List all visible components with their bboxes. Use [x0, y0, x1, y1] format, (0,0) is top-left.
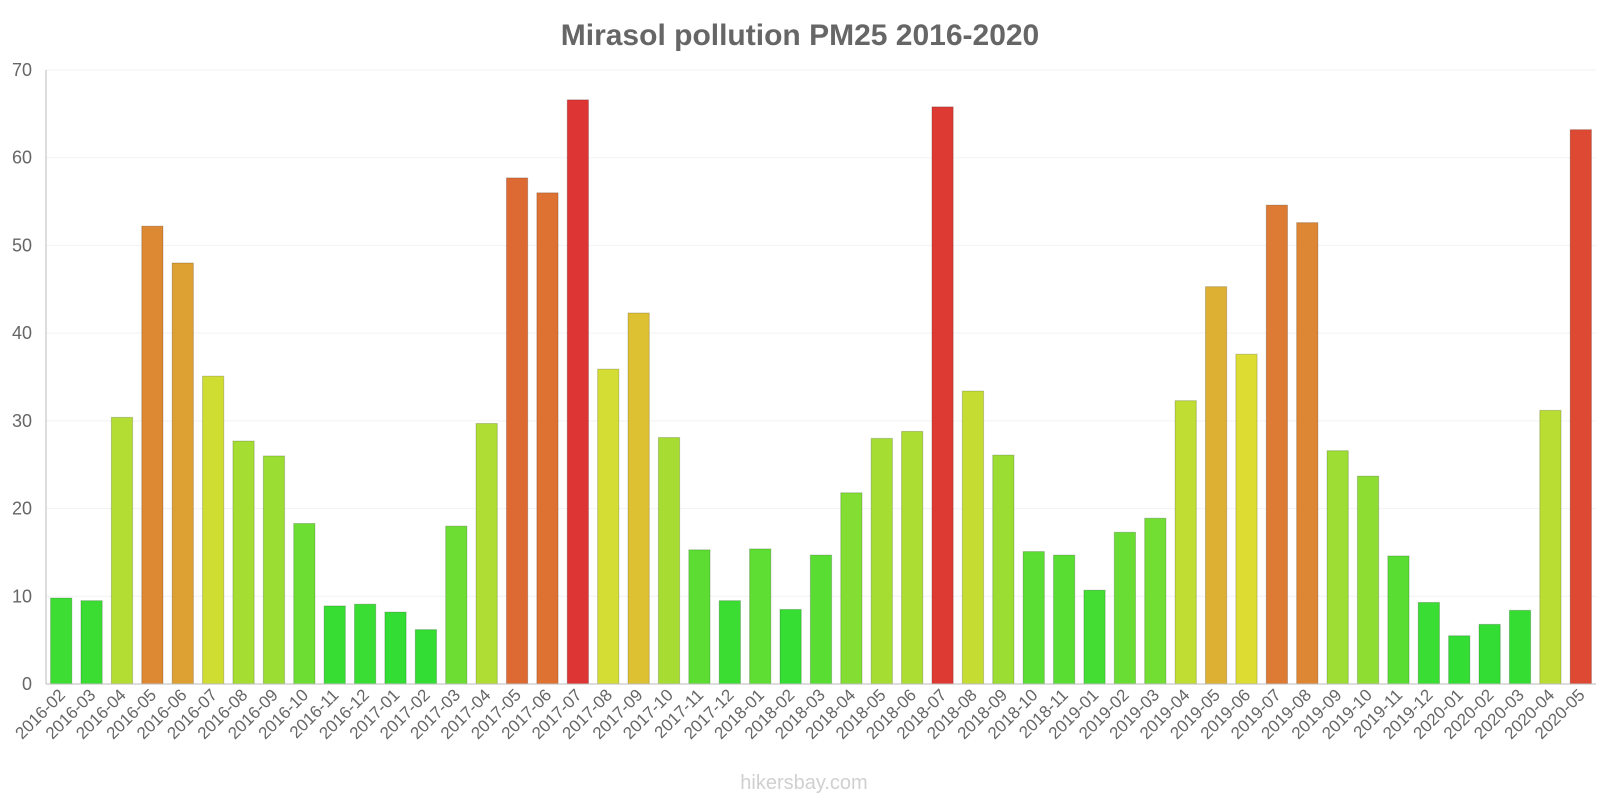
bar-2016-04: [110, 416, 134, 685]
bar-2017-07: [566, 99, 589, 685]
bar-2019-02: [1113, 531, 1137, 685]
bar-2019-08: [1296, 222, 1319, 685]
bar-2019-03: [1144, 517, 1167, 685]
bars: [50, 99, 1592, 685]
bar-2020-04: [1539, 409, 1562, 685]
bar-2018-07: [931, 106, 954, 685]
bar-2017-02: [414, 629, 438, 685]
bar-2016-08: [232, 440, 255, 685]
bar-2017-09: [627, 312, 650, 685]
y-tick-label: 10: [12, 586, 32, 606]
bar-2020-01: [1448, 635, 1471, 685]
bar-2018-01: [749, 548, 772, 685]
bar-2017-12: [718, 600, 741, 685]
bar-2016-02: [50, 597, 73, 685]
bar-2018-11: [1053, 554, 1076, 685]
bar-2020-02: [1478, 623, 1501, 685]
bar-2017-03: [445, 525, 468, 685]
bar-2017-10: [657, 437, 681, 685]
bar-2018-08: [961, 390, 985, 685]
bar-2020-03: [1508, 609, 1532, 685]
bar-2017-05: [505, 177, 529, 685]
y-tick-label: 30: [12, 411, 32, 431]
bar-2017-08: [597, 368, 620, 685]
y-tick-label: 0: [22, 674, 32, 694]
bar-2018-10: [1022, 551, 1045, 685]
bar-2017-01: [384, 611, 407, 685]
bar-2019-07: [1265, 204, 1289, 685]
bar-2016-05: [141, 225, 164, 685]
bar-2016-11: [323, 605, 346, 685]
y-axis-ticks: 0 10 20 30 40 50 60 70: [12, 60, 32, 694]
bar-2018-05: [870, 437, 893, 685]
bar-2019-04: [1174, 400, 1197, 685]
bar-2019-01: [1083, 589, 1106, 685]
bar-2016-12: [353, 603, 377, 685]
bar-2016-09: [262, 455, 286, 685]
bar-2019-10: [1356, 475, 1380, 685]
bar-2018-09: [992, 454, 1015, 685]
bar-2017-11: [688, 549, 711, 685]
bar-2019-05: [1204, 286, 1228, 685]
bar-2017-04: [475, 422, 498, 685]
bar-2020-05: [1569, 129, 1592, 685]
chart-title: Mirasol pollution PM25 2016-2020: [561, 19, 1040, 52]
y-tick-label: 40: [12, 323, 32, 343]
y-tick-label: 50: [12, 235, 32, 255]
bar-2016-10: [293, 522, 316, 685]
y-tick-label: 20: [12, 499, 32, 519]
bar-2016-06: [171, 262, 194, 685]
watermark: hikersbay.com: [740, 772, 867, 794]
bar-2016-07: [202, 375, 225, 685]
gridlines: [46, 69, 1596, 597]
bar-2019-06: [1235, 353, 1258, 685]
bar-2019-09: [1326, 450, 1349, 685]
y-tick-label: 60: [12, 148, 32, 168]
y-tick-label: 70: [12, 60, 32, 80]
bar-2018-04: [840, 492, 863, 685]
bar-2018-06: [901, 430, 924, 685]
bar-2018-03: [809, 554, 833, 685]
bar-2016-03: [80, 600, 103, 685]
bar-2019-12: [1417, 601, 1440, 685]
bar-2017-06: [536, 192, 559, 685]
x-axis-ticks: 2016-022016-032016-042016-052016-062016-…: [11, 685, 1588, 743]
bar-2019-11: [1387, 555, 1410, 685]
bar-2018-02: [779, 608, 802, 685]
